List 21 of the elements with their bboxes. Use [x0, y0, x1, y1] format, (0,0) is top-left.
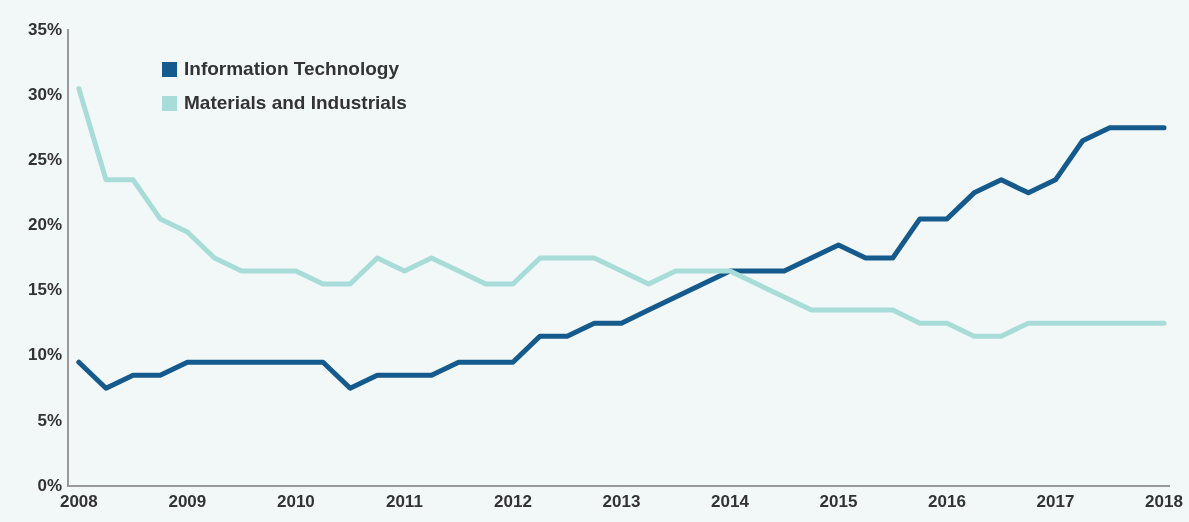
x-tick-label: 2014 — [711, 491, 750, 511]
x-tick-label: 2015 — [819, 491, 858, 511]
y-tick-label: 0% — [37, 475, 62, 495]
x-tick-label: 2016 — [928, 491, 966, 511]
legend-label: Materials and Industrials — [184, 92, 407, 114]
y-tick-label: 15% — [27, 280, 62, 300]
y-tick-label: 20% — [27, 215, 62, 235]
y-tick-label: 5% — [37, 410, 62, 430]
x-tick-label: 2018 — [1145, 491, 1183, 511]
y-tick-label: 10% — [27, 345, 62, 365]
x-tick-label: 2009 — [168, 491, 207, 511]
x-tick-label: 2011 — [385, 491, 423, 511]
x-tick-label: 2008 — [59, 491, 98, 511]
x-tick-label: 2013 — [602, 491, 641, 511]
legend-label: Information Technology — [184, 58, 399, 80]
x-tick-label: 2012 — [494, 491, 532, 511]
y-tick-label: 25% — [27, 149, 62, 169]
y-tick-label: 30% — [27, 84, 62, 104]
x-tick-label: 2010 — [276, 491, 315, 511]
y-tick-label: 35% — [27, 19, 62, 39]
x-tick-label: 2017 — [1036, 491, 1075, 511]
